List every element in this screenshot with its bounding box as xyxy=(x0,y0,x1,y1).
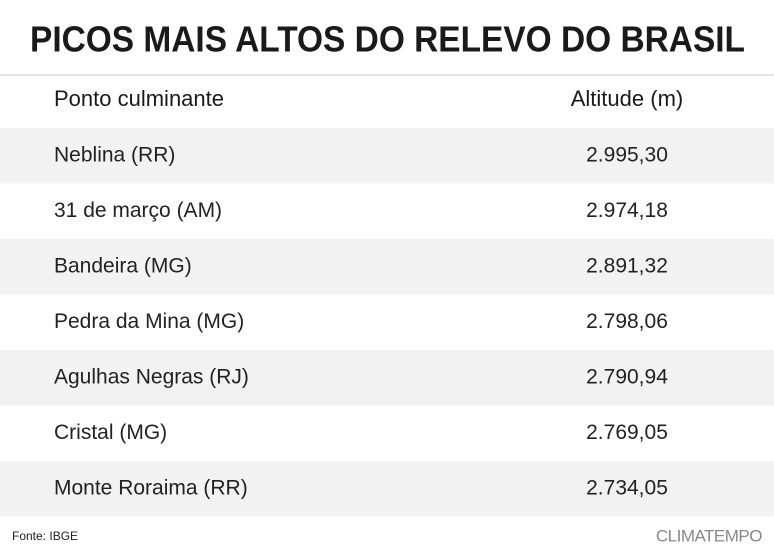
column-header: Ponto culminante xyxy=(54,86,224,111)
peak-name: Cristal (MG) xyxy=(54,421,167,444)
altitude: 2.790,94 xyxy=(586,365,668,388)
table-row: Monte Roraima (RR) 2.734,05 xyxy=(0,461,774,517)
column-header: Altitude (m) xyxy=(571,86,683,111)
row-background xyxy=(0,128,774,184)
altitude: 2.974,18 xyxy=(586,199,668,222)
table-row: Pedra da Mina (MG) 2.798,06 xyxy=(54,310,668,333)
altitude: 2.769,05 xyxy=(586,421,668,444)
table-row: Cristal (MG) 2.769,05 xyxy=(54,421,668,444)
brand: CLIMATEMPO xyxy=(656,526,762,545)
peak-name: Monte Roraima (RR) xyxy=(54,476,248,499)
row-background xyxy=(0,239,774,295)
peak-name: Neblina (RR) xyxy=(54,143,175,166)
peak-name: Bandeira (MG) xyxy=(54,254,192,277)
altitude: 2.891,32 xyxy=(586,254,668,277)
table-row: Agulhas Negras (RJ) 2.790,94 xyxy=(0,350,774,406)
peak-name: 31 de março (AM) xyxy=(54,199,222,222)
table-row: Bandeira (MG) 2.891,32 xyxy=(0,239,774,295)
title: PICOS MAIS ALTOS DO RELEVO DO BRASIL xyxy=(30,19,745,60)
peak-name: Pedra da Mina (MG) xyxy=(54,310,244,333)
row-background xyxy=(0,461,774,517)
altitude: 2.995,30 xyxy=(586,143,668,166)
table-row: Neblina (RR) 2.995,30 xyxy=(0,128,774,184)
altitude: 2.798,06 xyxy=(586,310,668,333)
table-row: 31 de março (AM) 2.974,18 xyxy=(54,199,668,222)
table-body: Neblina (RR) 2.995,30 31 de março (AM) 2.97… xyxy=(0,128,774,517)
row-background xyxy=(0,350,774,406)
altitude: 2.734,05 xyxy=(586,476,668,499)
source: Fonte: IBGE xyxy=(12,529,78,543)
peak-name: Agulhas Negras (RJ) xyxy=(54,365,249,388)
